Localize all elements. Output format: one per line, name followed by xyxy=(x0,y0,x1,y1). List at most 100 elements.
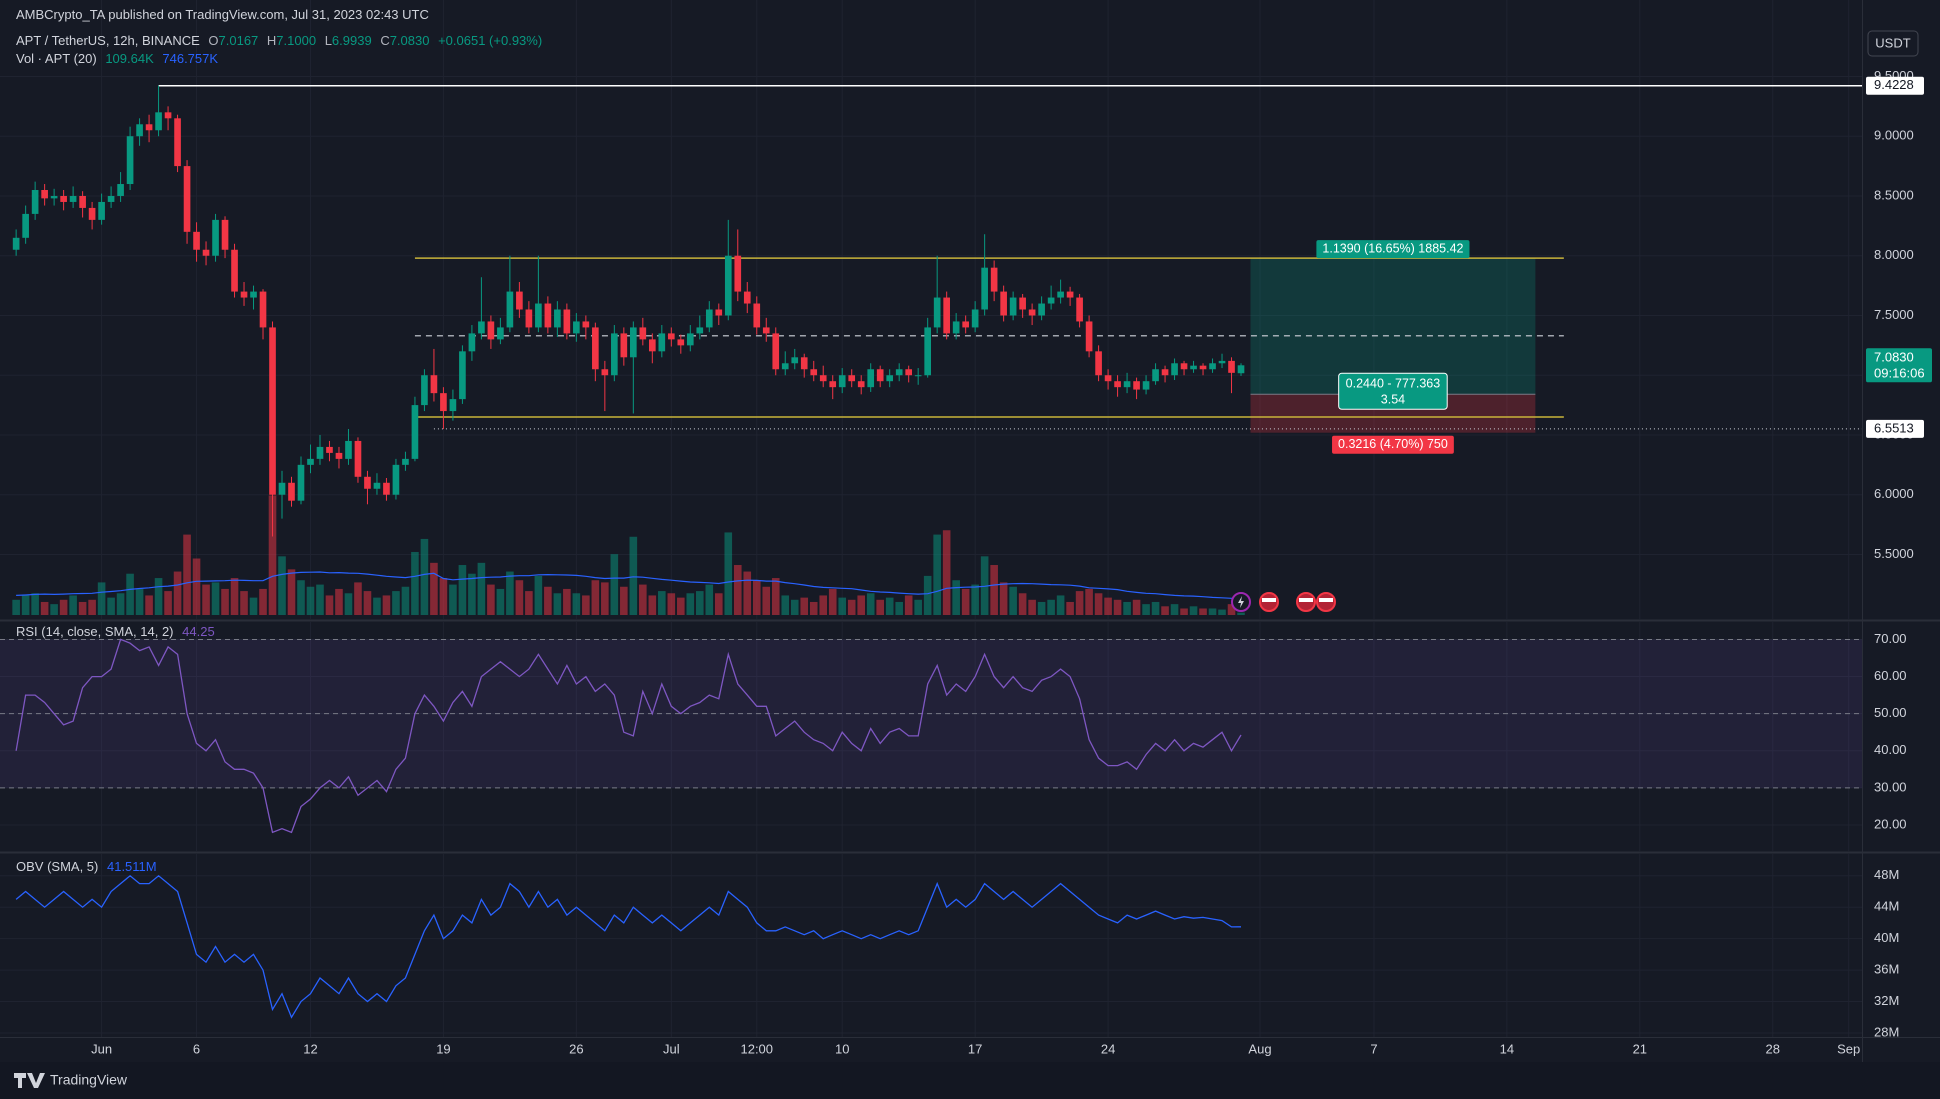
y-tick-label: 28M xyxy=(1874,1024,1899,1039)
close-label: C xyxy=(380,33,390,48)
rsi-line xyxy=(15,638,1242,834)
obv-last: 41.511M xyxy=(106,859,157,874)
candle-body xyxy=(971,309,979,328)
volume-bar xyxy=(601,582,609,615)
volume-bar xyxy=(325,595,334,615)
volume-bar xyxy=(1208,608,1217,615)
x-tick-label: Aug xyxy=(1248,1041,1271,1056)
volume-bar xyxy=(230,578,239,615)
volume-bar xyxy=(21,595,30,615)
volume-bar xyxy=(980,556,989,615)
candle-body xyxy=(98,201,105,220)
volume-bar xyxy=(183,534,191,615)
candle-body xyxy=(60,195,67,202)
event-icon-glyph xyxy=(1238,596,1244,608)
volume-bar xyxy=(135,588,144,615)
volume-bar xyxy=(59,599,68,615)
volume-bar xyxy=(923,575,932,615)
candle-body xyxy=(506,291,514,328)
y-tick-label: 44M xyxy=(1874,899,1899,914)
candle-body xyxy=(914,375,922,377)
volume-bar xyxy=(477,562,486,615)
y-tick-label: 36M xyxy=(1874,962,1899,977)
volume-bar xyxy=(961,588,970,615)
volume-bar xyxy=(838,597,847,615)
candle-body xyxy=(667,333,675,340)
x-tick-label: 7 xyxy=(1370,1041,1377,1056)
candle-body xyxy=(1066,291,1074,298)
position-entry-box xyxy=(1338,372,1448,410)
candle-body xyxy=(411,405,419,459)
volume-bar xyxy=(354,582,362,615)
candle-body xyxy=(1161,369,1169,376)
x-tick-label: 26 xyxy=(569,1041,583,1056)
candle-body xyxy=(715,309,723,316)
event-icon-glyph xyxy=(1299,598,1313,602)
volume-bar xyxy=(828,588,837,615)
candle-body xyxy=(848,375,856,382)
volume-bar xyxy=(1180,608,1188,615)
volume-bar xyxy=(563,588,571,615)
volume-bar xyxy=(714,593,723,615)
volume-bar xyxy=(686,593,695,615)
low-label: L xyxy=(324,33,332,48)
candle-body xyxy=(259,291,267,328)
candle-body xyxy=(857,381,865,388)
candle-body xyxy=(535,303,542,328)
volume-bar xyxy=(202,584,210,615)
x-tick-label: 28 xyxy=(1766,1041,1780,1056)
candle-body xyxy=(449,399,457,412)
volume-bar xyxy=(1132,599,1141,615)
candle-body xyxy=(1218,360,1226,364)
candle-body xyxy=(800,357,808,370)
y-tick-label: 30.00 xyxy=(1874,779,1907,794)
volume-bar xyxy=(439,578,448,615)
position-stop-label-box xyxy=(1332,435,1454,454)
candle-body xyxy=(212,219,219,256)
high-label: H xyxy=(266,33,277,48)
volume-bar xyxy=(971,584,979,615)
volume-bar xyxy=(847,599,856,615)
volume-bar xyxy=(1047,599,1055,615)
high-value: 7.1000 xyxy=(276,33,317,48)
volume-title: Vol · APT (20) xyxy=(16,51,97,66)
candle-body xyxy=(648,339,656,352)
position-target-label-box xyxy=(1316,240,1470,259)
volume-ma-line xyxy=(16,571,1242,600)
volume-bar xyxy=(1009,586,1017,615)
candle-body xyxy=(326,446,333,453)
candle-body xyxy=(838,375,846,388)
volume-bar xyxy=(468,573,476,615)
candle-body xyxy=(1142,381,1150,390)
support-price-label: 6.5513 xyxy=(1874,420,1914,435)
candle-body xyxy=(724,255,732,316)
candle-body xyxy=(440,393,447,412)
y-tick-label: 32M xyxy=(1874,993,1899,1008)
y-tick-label: 7.5000 xyxy=(1874,307,1914,322)
volume-bar xyxy=(164,591,172,615)
candle-body xyxy=(639,327,647,340)
volume-bar xyxy=(382,595,391,615)
x-tick-label: 12:00 xyxy=(740,1041,773,1056)
x-tick-label: Jun xyxy=(91,1041,112,1056)
candle-body xyxy=(516,291,523,310)
volume-bar xyxy=(1113,599,1122,615)
volume-bar xyxy=(316,584,324,615)
tradingview-logo xyxy=(14,1073,45,1088)
obv-title: OBV (SMA, 5) xyxy=(16,859,99,874)
currency-button[interactable] xyxy=(1867,30,1919,57)
candle-body xyxy=(421,375,428,406)
volume-bar xyxy=(78,601,87,615)
volume-bar xyxy=(50,604,58,615)
volume-bar xyxy=(553,593,562,615)
symbol-legend: APT / TetherUS, 12h, BINANCE O7.0167 H7.… xyxy=(16,33,547,48)
candle-body xyxy=(895,369,903,376)
event-icons xyxy=(1231,592,1336,612)
candle-body xyxy=(611,333,618,376)
candle-body xyxy=(658,333,666,352)
y-tick-label: 9.0000 xyxy=(1874,128,1914,143)
volume-bar xyxy=(145,595,153,615)
volume-bar xyxy=(116,593,125,615)
candle-body xyxy=(373,482,381,489)
